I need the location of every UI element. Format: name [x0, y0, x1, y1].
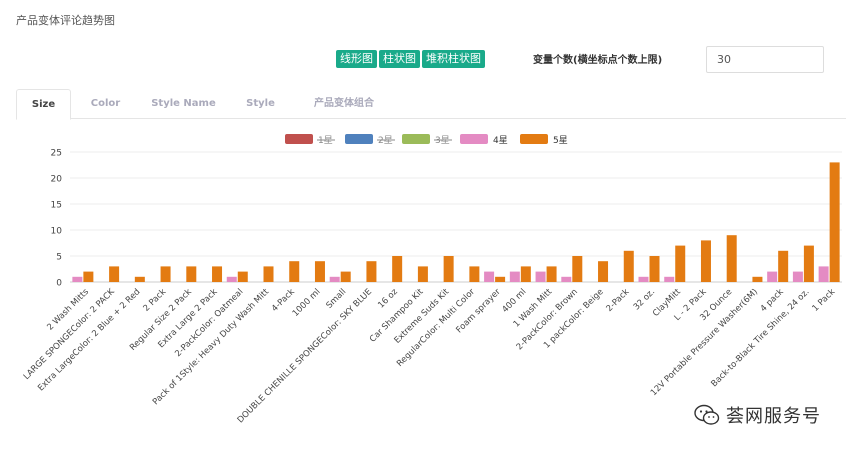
bar: [134, 276, 145, 282]
x-tick-label: Extra LargeColor: 2 Blue + 2 Red: [36, 287, 142, 393]
legend-swatch: [285, 134, 313, 144]
tab-style[interactable]: Style: [246, 98, 275, 109]
bar: [392, 256, 403, 282]
y-tick-label: 0: [56, 279, 62, 289]
y-tick-label: 25: [51, 149, 62, 159]
bar: [186, 266, 197, 282]
bar: [109, 266, 120, 282]
bar: [675, 245, 686, 282]
bar: [598, 261, 609, 282]
legend-item: 5星: [520, 134, 568, 146]
bar: [623, 250, 634, 282]
bar: [366, 261, 377, 282]
legend-item: 3星: [402, 134, 452, 146]
bar: [829, 162, 840, 282]
x-tick-label: Small: [325, 287, 349, 311]
bar: [263, 266, 274, 282]
x-tick-label: 1 Pack: [811, 287, 838, 314]
bar: [469, 266, 480, 282]
legend-swatch: [520, 134, 548, 144]
bar: [83, 271, 94, 282]
legend-label: 5星: [553, 135, 568, 146]
bar: [289, 261, 300, 282]
y-tick-label: 5: [56, 253, 62, 263]
bar: [664, 276, 675, 282]
legend-swatch: [402, 134, 430, 144]
bar: [226, 276, 237, 282]
bar: [726, 235, 737, 282]
legend-swatch: [460, 134, 488, 144]
legend-swatch: [345, 134, 373, 144]
line-chart-button[interactable]: 线形图: [336, 50, 377, 68]
var-count-label: 变量个数(横坐标点个数上限): [533, 55, 663, 66]
bar: [572, 256, 583, 282]
bar: [237, 271, 248, 282]
legend: 1星 2星 3星 4星 5星: [285, 134, 568, 146]
x-tick-label: 16 oz: [376, 287, 400, 311]
y-tick-label: 20: [51, 175, 63, 185]
bar: [561, 276, 572, 282]
y-tick-label: 15: [51, 201, 62, 211]
bar: [495, 276, 506, 282]
tab-style-name[interactable]: Style Name: [151, 98, 216, 109]
bar: [638, 276, 649, 282]
tab-color[interactable]: Color: [90, 98, 121, 109]
stacked-bar-chart-button[interactable]: 堆积柱状图: [422, 50, 485, 68]
bar: [752, 276, 763, 282]
legend-item: 4星: [460, 134, 508, 146]
var-count-input[interactable]: [706, 46, 824, 73]
legend-label: 4星: [493, 135, 508, 146]
variant-tabs: Size Color Style Name Style 产品变体组合: [16, 89, 846, 120]
bar: [340, 271, 351, 282]
bar: [520, 266, 531, 282]
bar: [314, 261, 325, 282]
bar-chart-button[interactable]: 柱状图: [379, 50, 420, 68]
bar: [649, 256, 660, 282]
bar: [443, 256, 454, 282]
bars: [72, 162, 840, 282]
legend-item: 2星: [345, 134, 395, 146]
bar: [767, 271, 778, 282]
bar: [417, 266, 428, 282]
wechat-icon: [694, 404, 720, 425]
bar: [818, 266, 829, 282]
bar: [700, 240, 711, 282]
y-axis: 0 5 10 15 20 25: [51, 149, 63, 289]
x-tick-label: 1000 ml: [291, 287, 323, 319]
bar: [72, 276, 83, 282]
bar: [803, 245, 814, 282]
bar: [484, 271, 495, 282]
legend-item: 1星: [285, 134, 335, 146]
bar: [792, 271, 803, 282]
bar: [546, 266, 557, 282]
bar: [535, 271, 546, 282]
bar: [212, 266, 223, 282]
grid-lines: [70, 151, 842, 283]
page-title: 产品变体评论趋势图: [16, 14, 115, 27]
tab-size[interactable]: Size: [16, 89, 71, 120]
chart-type-switcher: 线形图 柱状图 堆积柱状图: [336, 50, 487, 68]
bar: [160, 266, 171, 282]
tab-variant-combination[interactable]: 产品变体组合: [314, 98, 374, 109]
bar: [778, 250, 789, 282]
bar: [329, 276, 340, 282]
bar: [509, 271, 520, 282]
watermark: 荟网服务号: [694, 402, 821, 428]
y-tick-label: 10: [51, 227, 63, 237]
x-tick-label: 2-Pack: [604, 287, 631, 314]
watermark-text: 荟网服务号: [726, 406, 821, 427]
